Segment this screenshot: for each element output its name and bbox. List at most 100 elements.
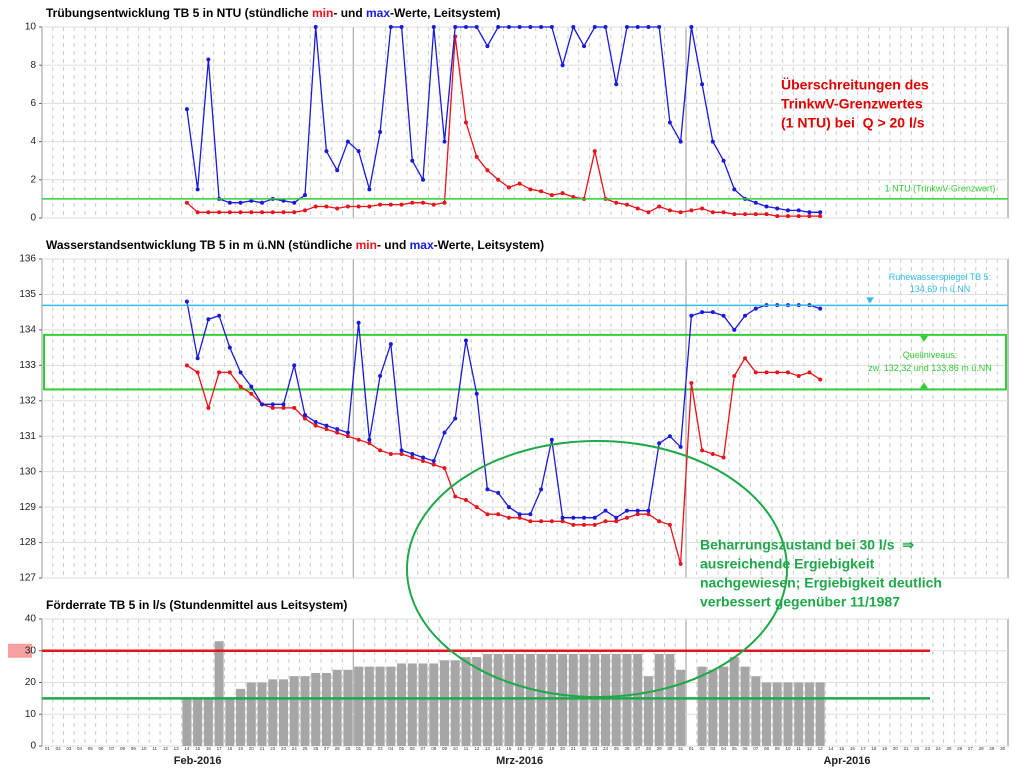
data-point bbox=[571, 194, 576, 199]
bar bbox=[783, 682, 793, 746]
data-point bbox=[646, 210, 651, 215]
bar bbox=[708, 669, 718, 746]
data-point bbox=[292, 363, 297, 368]
data-point bbox=[313, 423, 318, 428]
data-point bbox=[421, 455, 426, 460]
data-point bbox=[399, 202, 404, 207]
data-point bbox=[528, 519, 533, 524]
bar bbox=[225, 698, 235, 746]
tick-highlight bbox=[8, 643, 32, 658]
reference-label: 134,69 m ü.NN bbox=[910, 284, 971, 294]
x-tick-label: 16 bbox=[850, 746, 856, 751]
chart-title: Förderrate TB 5 in l/s (Stundenmittel au… bbox=[46, 598, 347, 612]
data-point bbox=[796, 208, 801, 213]
x-tick-label: 19 bbox=[549, 746, 555, 751]
data-point bbox=[592, 515, 597, 520]
data-point bbox=[678, 210, 683, 215]
band-label: Quellniveaus: bbox=[903, 350, 958, 360]
data-point bbox=[463, 25, 468, 29]
x-tick-label: 17 bbox=[861, 746, 867, 751]
reference-band bbox=[43, 333, 1007, 391]
data-point bbox=[700, 82, 705, 87]
x-tick-label: 24 bbox=[603, 746, 609, 751]
data-point bbox=[689, 208, 694, 213]
x-tick-label: 11 bbox=[152, 746, 157, 751]
data-point bbox=[206, 405, 211, 410]
data-point bbox=[324, 427, 329, 432]
data-point bbox=[560, 191, 565, 196]
bar bbox=[386, 666, 396, 746]
data-point bbox=[292, 210, 297, 215]
data-point bbox=[184, 200, 189, 205]
data-point bbox=[184, 107, 189, 112]
y-tick-label: 8 bbox=[30, 60, 36, 71]
x-tick-label: 24 bbox=[292, 746, 298, 751]
data-point bbox=[388, 202, 393, 207]
annotation: TrinkwV-Grenzwertes bbox=[781, 96, 923, 112]
bar bbox=[364, 666, 374, 746]
data-point bbox=[678, 444, 683, 449]
data-point bbox=[667, 208, 672, 213]
x-tick-label: 14 bbox=[184, 746, 190, 751]
bar bbox=[375, 666, 385, 746]
data-point bbox=[807, 214, 812, 219]
data-point bbox=[227, 210, 232, 215]
bar bbox=[289, 676, 299, 746]
data-point bbox=[356, 320, 361, 325]
x-tick-label: 26 bbox=[313, 746, 319, 751]
data-point bbox=[356, 149, 361, 154]
y-tick-label: 136 bbox=[19, 254, 36, 265]
data-point bbox=[539, 519, 544, 524]
data-point bbox=[335, 168, 340, 173]
grid-layer bbox=[8, 26, 1009, 747]
data-point bbox=[592, 25, 597, 29]
y-tick-label: 6 bbox=[30, 98, 36, 109]
data-point bbox=[324, 149, 329, 154]
bar bbox=[439, 660, 450, 746]
data-point bbox=[260, 210, 265, 215]
x-tick-label: 08 bbox=[431, 746, 437, 751]
x-tick-label: 18 bbox=[227, 746, 233, 751]
bar bbox=[547, 653, 557, 746]
x-tick-label: 12 bbox=[163, 746, 169, 751]
data-point bbox=[410, 455, 415, 460]
x-tick-label: 05 bbox=[399, 746, 405, 751]
month-label: Apr-2016 bbox=[823, 755, 870, 767]
data-point bbox=[442, 200, 447, 205]
band-label: zw. 132,32 und 133,86 m ü.NN bbox=[868, 363, 992, 373]
data-point bbox=[356, 204, 361, 209]
data-point bbox=[335, 427, 340, 432]
bar bbox=[600, 653, 611, 746]
data-point bbox=[667, 434, 672, 439]
bar bbox=[804, 682, 814, 746]
bar bbox=[407, 663, 417, 746]
x-tick-label: 13 bbox=[174, 746, 180, 751]
x-tick-label: 07 bbox=[109, 746, 115, 751]
data-point bbox=[689, 25, 694, 29]
y-tick-label: 130 bbox=[19, 466, 36, 477]
bar bbox=[461, 657, 471, 746]
x-tick-label: 25 bbox=[946, 746, 952, 751]
x-tick-label: 11 bbox=[796, 746, 801, 751]
data-point bbox=[270, 405, 275, 410]
data-point bbox=[217, 313, 222, 318]
series-name: min bbox=[312, 6, 333, 20]
data-point bbox=[807, 210, 812, 215]
data-point bbox=[184, 363, 189, 368]
bar bbox=[525, 653, 535, 746]
data-point bbox=[689, 313, 694, 318]
month-label: Mrz-2016 bbox=[496, 755, 543, 767]
data-point bbox=[764, 212, 769, 217]
data-point bbox=[345, 204, 350, 209]
data-point bbox=[614, 200, 619, 205]
bar bbox=[246, 682, 256, 746]
bar bbox=[772, 682, 782, 746]
data-point bbox=[582, 44, 587, 49]
x-tick-label: 25 bbox=[302, 746, 308, 751]
data-point bbox=[678, 139, 683, 144]
reference-label: 1 NTU (TrinkwV-Grenzwert) bbox=[885, 183, 996, 193]
data-point bbox=[431, 462, 436, 467]
x-tick-label: 03 bbox=[66, 746, 72, 751]
x-tick-label: 20 bbox=[893, 746, 899, 751]
bar bbox=[321, 672, 331, 746]
